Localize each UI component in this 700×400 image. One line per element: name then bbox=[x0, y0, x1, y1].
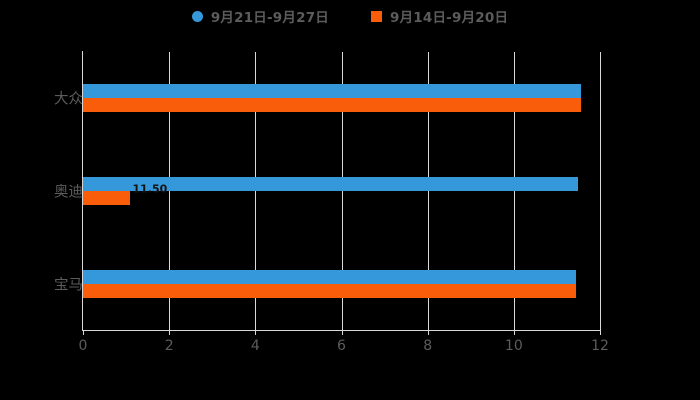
plot-area: 0 2 4 6 8 10 12 11.50 bbox=[79, 51, 609, 354]
x-tick-label: 6 bbox=[337, 338, 346, 354]
x-tick-label: 2 bbox=[164, 338, 174, 354]
bar bbox=[83, 84, 581, 99]
x-tick-label: 8 bbox=[423, 338, 433, 354]
y-category-label: 奥迪 bbox=[54, 184, 83, 201]
legend-entry-series-1[interactable]: 9月21日-9月27日 bbox=[191, 6, 329, 26]
x-tick-label: 0 bbox=[78, 338, 88, 354]
tick-mark bbox=[255, 330, 257, 335]
gridline bbox=[513, 52, 515, 330]
y-category-label: 大众 bbox=[54, 91, 83, 108]
tick-mark bbox=[341, 330, 343, 335]
legend-marker-circle-icon bbox=[191, 10, 203, 22]
gridline bbox=[255, 52, 257, 330]
bar bbox=[83, 191, 131, 205]
tick-mark bbox=[513, 330, 515, 335]
legend-label-series-1: 9月21日-9月27日 bbox=[210, 10, 329, 26]
x-tick-label: 4 bbox=[250, 338, 260, 354]
legend-marker-square-icon bbox=[371, 10, 382, 22]
bar bbox=[83, 177, 579, 191]
bar bbox=[83, 98, 581, 113]
bar bbox=[83, 283, 577, 298]
y-axis-line bbox=[82, 51, 83, 331]
legend-entry-series-2[interactable]: 9月14日-9月20日 bbox=[371, 6, 508, 26]
gridline bbox=[341, 52, 343, 330]
gridline bbox=[600, 52, 601, 330]
y-category-label: 宝马 bbox=[54, 277, 83, 294]
chart-legend: 9月21日-9月27日 9月14日-9月20日 bbox=[0, 4, 700, 28]
tick-mark bbox=[169, 330, 171, 335]
tick-mark bbox=[83, 330, 84, 335]
tick-mark bbox=[427, 330, 429, 335]
x-tick-label: 10 bbox=[504, 338, 523, 354]
tick-mark bbox=[600, 330, 601, 335]
gridline bbox=[169, 52, 171, 330]
x-tick-label: 12 bbox=[591, 338, 609, 354]
legend-label-series-2: 9月14日-9月20日 bbox=[390, 10, 509, 26]
gridline bbox=[427, 52, 429, 330]
bar bbox=[83, 269, 577, 284]
